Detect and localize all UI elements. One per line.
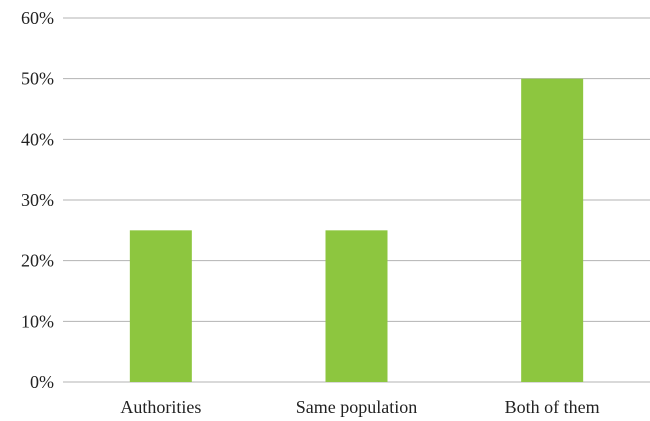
x-axis-category-labels: Authorities Same population Both of them (120, 397, 599, 417)
y-tick-label: 40% (21, 129, 54, 149)
bars (129, 78, 584, 383)
y-tick-label: 30% (21, 190, 54, 210)
bar-authorities (129, 230, 192, 382)
y-tick-label: 60% (21, 8, 54, 28)
y-tick-label: 50% (21, 69, 54, 89)
bar-both-of-them (521, 78, 584, 383)
y-tick-label: 20% (21, 251, 54, 271)
y-axis-tick-labels: 0% 10% 20% 30% 40% 50% 60% (21, 8, 54, 392)
x-category-label: Both of them (505, 397, 600, 417)
y-tick-label: 10% (21, 311, 54, 331)
x-category-label: Authorities (120, 397, 201, 417)
y-tick-label: 0% (30, 372, 54, 392)
bar-same-population (325, 230, 388, 382)
x-category-label: Same population (296, 397, 417, 417)
